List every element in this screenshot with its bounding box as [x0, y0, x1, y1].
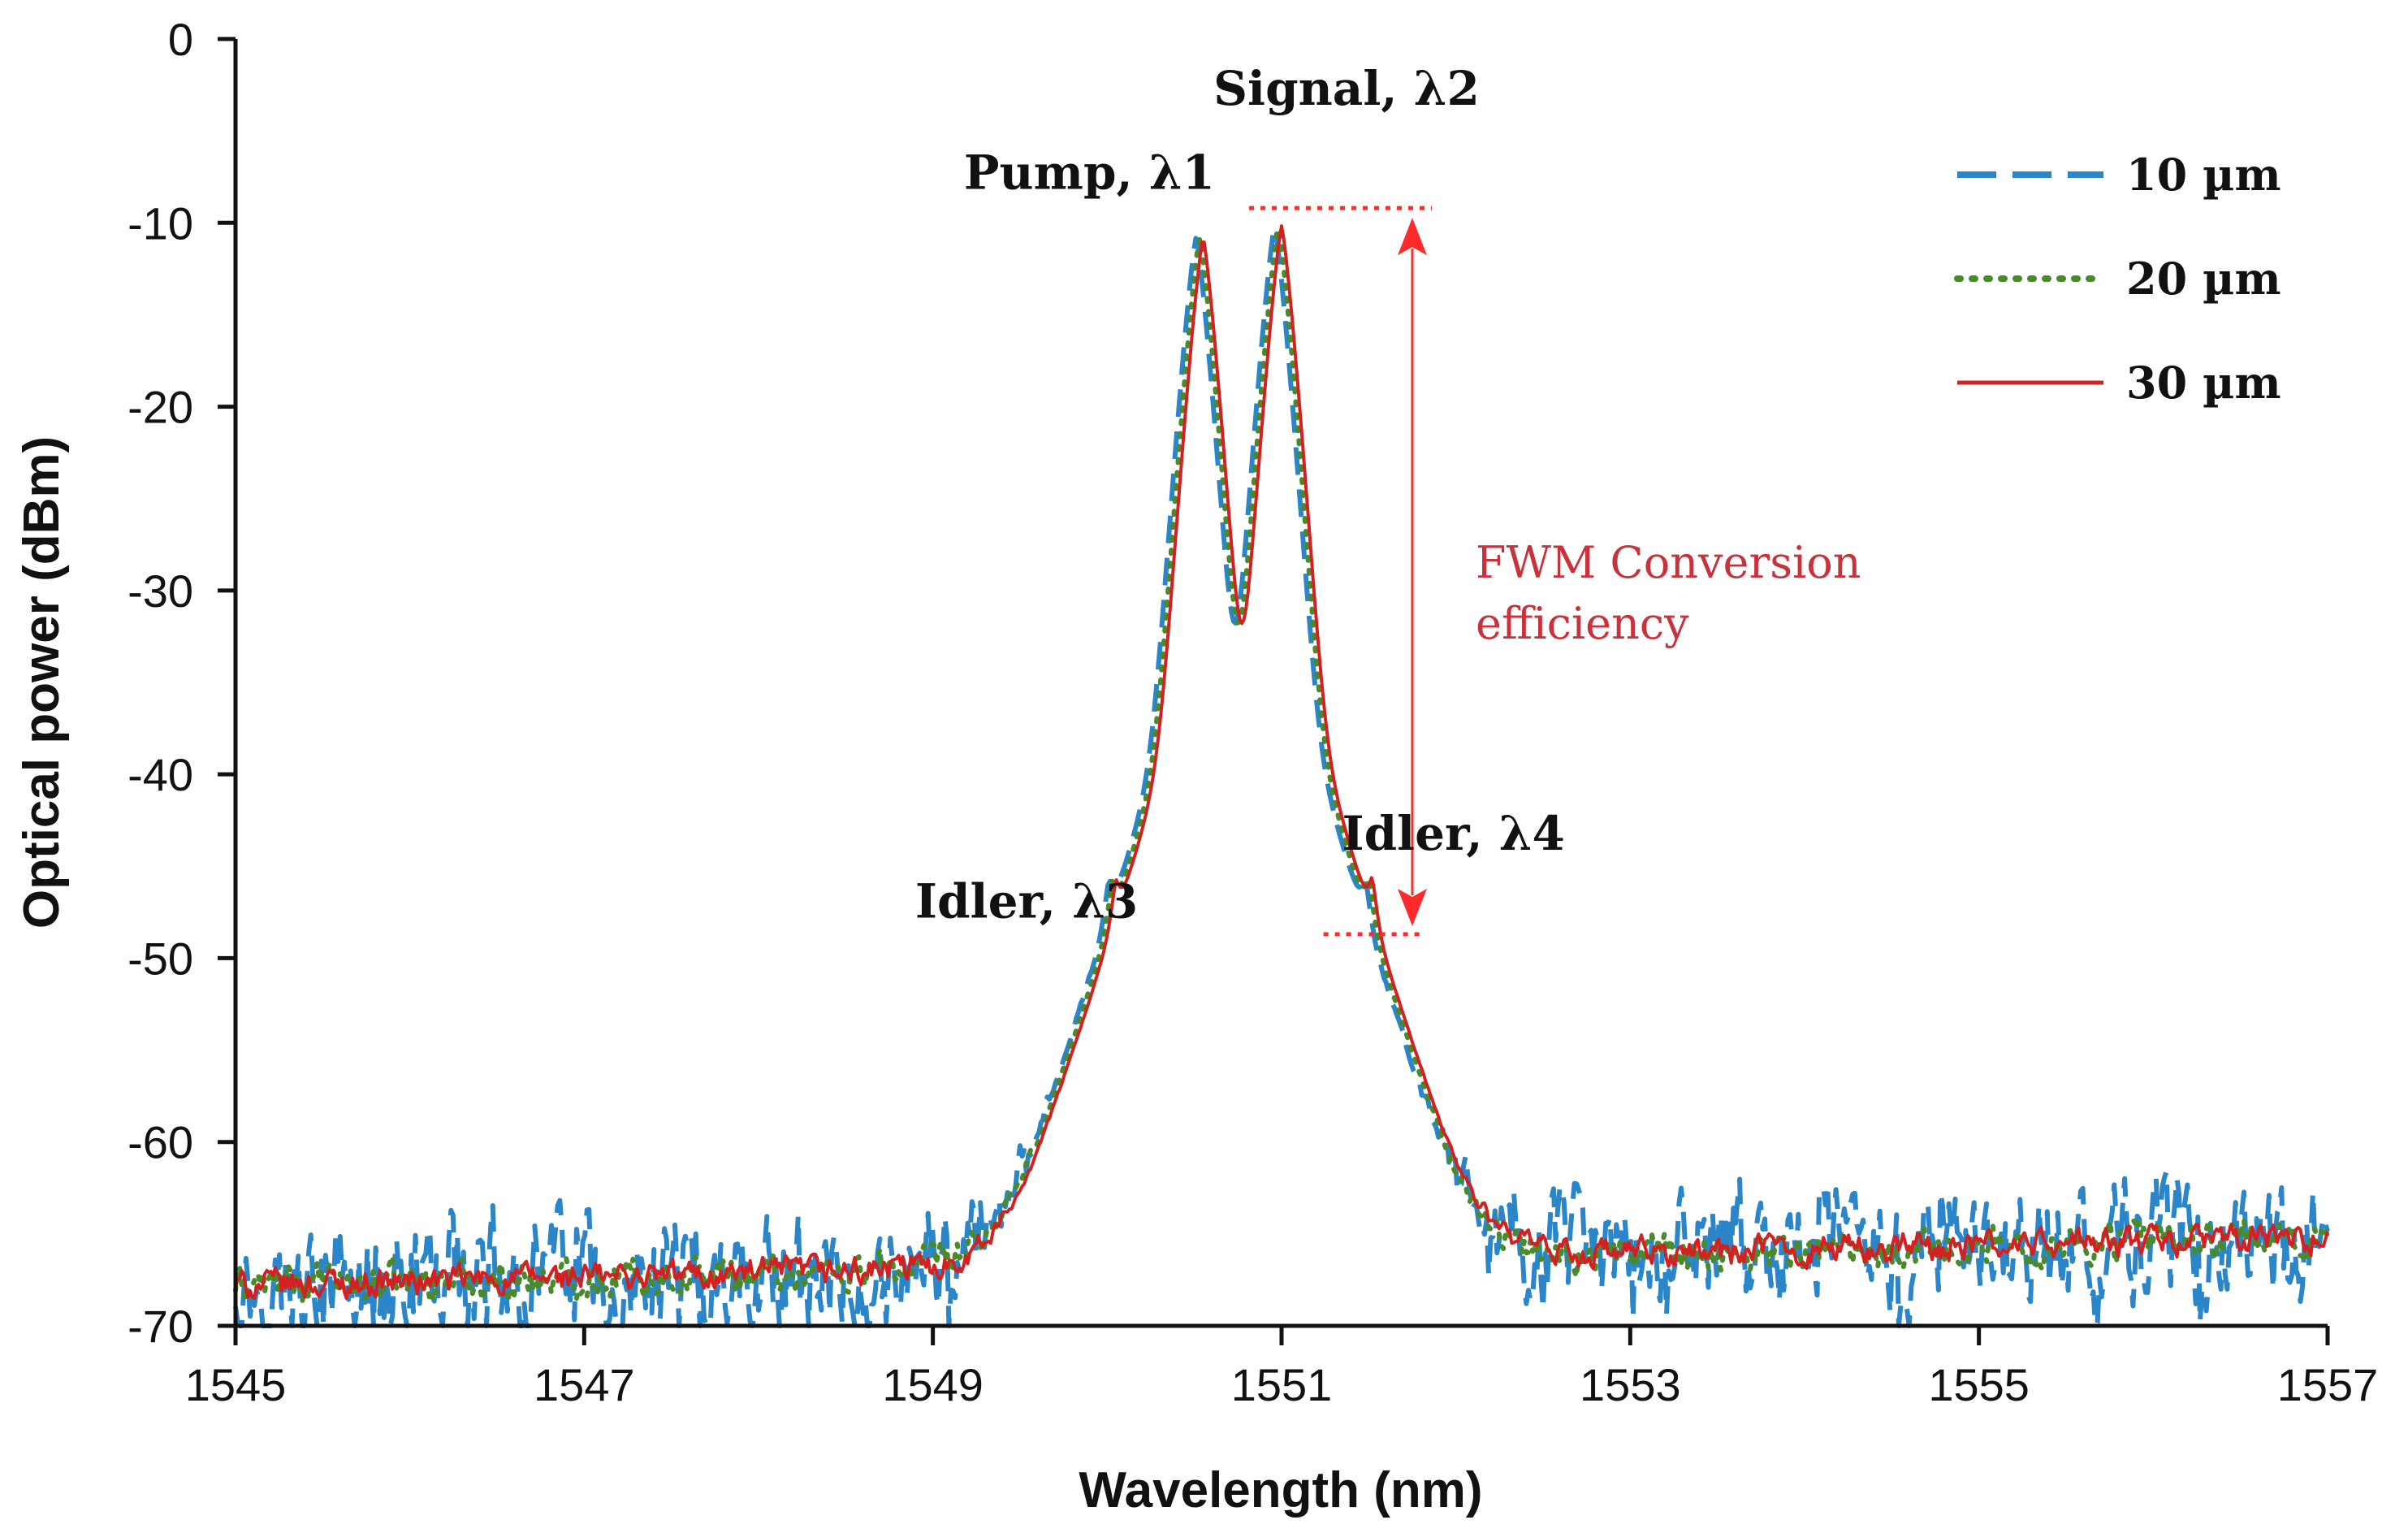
conversion-arrow-head-down	[1398, 889, 1427, 927]
series-line-20-m	[233, 227, 2330, 1305]
legend-label: 30 µm	[2126, 357, 2281, 409]
x-ticks: 1545 1547 1549 1551 1553 1555 1557	[185, 1326, 2379, 1410]
y-ticks: 0 -10 -20 -30 -40 -50 -60 -70	[128, 14, 236, 1352]
peak-label: Idler, λ4	[1342, 806, 1564, 861]
y-tick-label: -50	[128, 933, 193, 984]
x-tick-label: 1545	[185, 1359, 287, 1410]
peak-label: Idler, λ3	[915, 873, 1138, 929]
legend-label: 10 µm	[2126, 149, 2281, 201]
series-line-30-m	[234, 224, 2329, 1301]
x-tick-label: 1557	[2277, 1359, 2379, 1410]
fwm-annotation-line1: FWM Conversion	[1476, 537, 1861, 588]
y-tick-label: -40	[128, 749, 193, 800]
x-tick-label: 1549	[882, 1359, 984, 1410]
x-tick-label: 1553	[1580, 1359, 1681, 1410]
series-layer	[233, 224, 2330, 1328]
x-tick-label: 1547	[534, 1359, 635, 1410]
series-line-10-m	[233, 227, 2330, 1328]
fwm-annotation-line2: efficiency	[1476, 598, 1689, 649]
y-tick-label: -60	[128, 1117, 193, 1168]
conversion-arrow-head-up	[1398, 218, 1427, 256]
peak-label: Signal, λ2	[1213, 61, 1480, 116]
x-axis-title: Wavelength (nm)	[1079, 1462, 1482, 1518]
legend-label: 20 µm	[2126, 253, 2281, 305]
y-tick-label: -70	[128, 1301, 193, 1352]
peak-labels: Idler, λ3 Pump, λ1 Signal, λ2 Idler, λ4	[915, 61, 1565, 929]
x-tick-label: 1555	[1928, 1359, 2030, 1410]
y-tick-label: -10	[128, 197, 193, 249]
y-tick-label: 0	[168, 14, 193, 65]
fwm-annotation: FWM Conversion efficiency	[1249, 206, 1861, 937]
y-tick-label: -20	[128, 382, 193, 433]
peak-label: Pump, λ1	[964, 145, 1215, 200]
y-tick-label: -30	[128, 565, 193, 617]
legend: 10 µm 20 µm 30 µm	[1954, 149, 2281, 409]
x-tick-label: 1551	[1231, 1359, 1333, 1410]
y-axis-title: Optical power (dBm)	[14, 436, 70, 929]
